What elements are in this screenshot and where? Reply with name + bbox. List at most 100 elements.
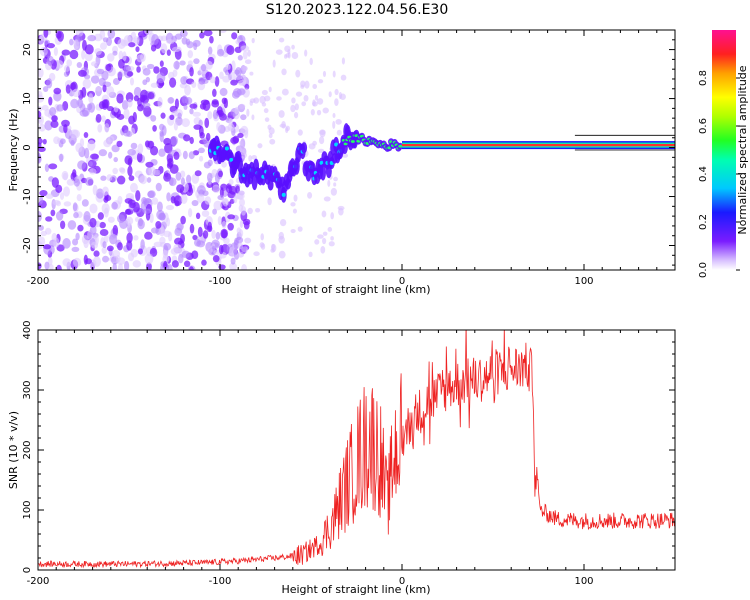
noise-blob bbox=[293, 194, 298, 202]
noise-blob bbox=[253, 251, 260, 257]
noise-blob bbox=[163, 260, 168, 270]
y-tick-label: 200 bbox=[22, 440, 33, 459]
noise-blob bbox=[281, 120, 286, 129]
noise-blob bbox=[320, 245, 326, 254]
colorbar-tick-label: 0.0 bbox=[698, 262, 709, 278]
noise-blob bbox=[295, 91, 303, 97]
noise-blob bbox=[163, 230, 171, 238]
noise-blob bbox=[123, 129, 131, 137]
noise-blob bbox=[128, 175, 135, 182]
noise-blob bbox=[101, 246, 108, 254]
noise-blob bbox=[152, 169, 161, 176]
noise-blob bbox=[117, 242, 123, 251]
noise-blob bbox=[200, 63, 207, 72]
noise-blob bbox=[189, 136, 194, 145]
noise-blob bbox=[239, 140, 244, 146]
noise-blob bbox=[169, 77, 177, 88]
noise-blob bbox=[316, 98, 324, 105]
noise-blob bbox=[103, 196, 109, 203]
noise-blob bbox=[169, 114, 175, 120]
noise-blob bbox=[147, 190, 155, 198]
noise-blob bbox=[178, 253, 184, 264]
noise-blob bbox=[249, 100, 253, 106]
noise-blob bbox=[51, 115, 58, 122]
spectrogram-y-label: Frequency (Hz) bbox=[7, 109, 20, 192]
y-tick-label: 0 bbox=[22, 567, 33, 573]
noise-blob bbox=[334, 98, 339, 107]
noise-blob bbox=[129, 77, 135, 86]
noise-blob bbox=[186, 41, 194, 49]
noise-blob bbox=[278, 110, 285, 118]
noise-blob bbox=[237, 55, 243, 61]
noise-blob bbox=[211, 229, 216, 239]
x-tick-label: 100 bbox=[574, 276, 593, 287]
noise-blob bbox=[107, 216, 115, 223]
noise-blob bbox=[339, 93, 346, 100]
noise-blob bbox=[137, 143, 144, 155]
noise-blob bbox=[103, 99, 110, 109]
noise-blob bbox=[113, 106, 119, 113]
noise-blob bbox=[261, 102, 267, 107]
ridge-blob bbox=[320, 163, 327, 181]
noise-blob bbox=[328, 241, 335, 247]
noise-blob bbox=[141, 197, 147, 205]
noise-blob bbox=[55, 211, 64, 221]
noise-blob bbox=[276, 96, 282, 101]
noise-blob bbox=[222, 75, 230, 83]
noise-blob bbox=[75, 142, 83, 153]
noise-blob bbox=[126, 240, 133, 251]
noise-blob bbox=[59, 220, 66, 230]
noise-blob bbox=[182, 150, 188, 160]
noise-blob bbox=[151, 34, 159, 46]
noise-blob bbox=[192, 111, 201, 117]
noise-blob bbox=[317, 79, 324, 84]
noise-blob bbox=[56, 264, 62, 270]
noise-blob bbox=[219, 71, 224, 80]
noise-blob bbox=[177, 112, 182, 119]
noise-blob bbox=[193, 58, 200, 65]
spectral-ridge bbox=[207, 123, 675, 203]
noise-blob bbox=[174, 98, 179, 109]
noise-blob bbox=[234, 74, 243, 80]
noise-blob bbox=[107, 53, 115, 62]
noise-blob bbox=[278, 231, 284, 240]
snr-y-ticks: 0 100 200 300 400 bbox=[22, 320, 675, 573]
noise-blob bbox=[218, 244, 224, 255]
noise-blob bbox=[103, 235, 109, 244]
noise-blob bbox=[107, 135, 115, 143]
noise-blob bbox=[130, 142, 138, 150]
noise-blob bbox=[83, 254, 88, 265]
noise-blob bbox=[183, 104, 188, 110]
noise-blob bbox=[45, 193, 54, 199]
noise-blob bbox=[239, 220, 244, 229]
noise-blob bbox=[317, 148, 325, 153]
noise-blob bbox=[278, 37, 285, 43]
noise-blob bbox=[327, 179, 331, 187]
spectrogram-x-label: Height of straight line (km) bbox=[281, 283, 430, 296]
noise-blob bbox=[240, 45, 250, 52]
noise-blob bbox=[334, 88, 339, 96]
noise-blob bbox=[50, 209, 56, 217]
noise-blob bbox=[303, 94, 309, 102]
noise-blob bbox=[44, 120, 53, 131]
noise-blob bbox=[76, 61, 83, 68]
noise-blob bbox=[241, 246, 248, 253]
noise-blob bbox=[84, 147, 90, 159]
noise-blob bbox=[191, 250, 199, 260]
noise-blob bbox=[69, 49, 79, 60]
noise-blob bbox=[126, 232, 133, 244]
noise-blob bbox=[167, 97, 175, 104]
noise-blob bbox=[142, 68, 151, 76]
noise-blob bbox=[161, 125, 167, 136]
noise-blob bbox=[69, 38, 74, 46]
noise-blob bbox=[143, 105, 152, 117]
noise-blob bbox=[226, 45, 235, 55]
noise-blob bbox=[102, 186, 109, 196]
noise-blob bbox=[173, 151, 180, 160]
noise-blob bbox=[267, 197, 272, 206]
noise-blob bbox=[116, 113, 125, 120]
ridge-core bbox=[350, 140, 355, 143]
noise-blob bbox=[281, 68, 287, 76]
noise-blob bbox=[163, 172, 172, 182]
noise-blob bbox=[87, 34, 97, 42]
